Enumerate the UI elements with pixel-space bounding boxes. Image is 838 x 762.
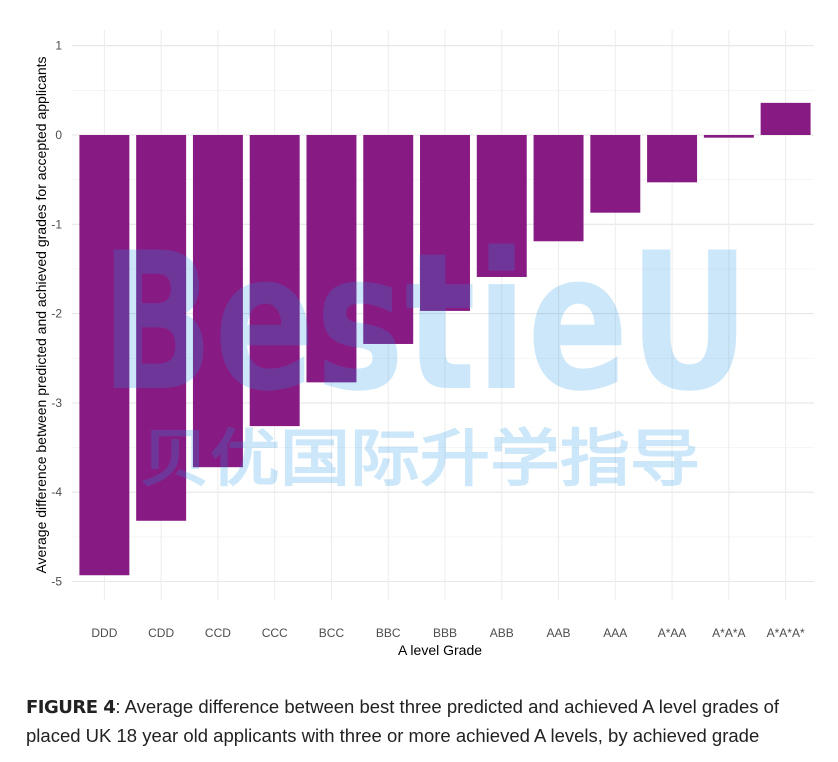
x-tick-label: A*A*A: [712, 626, 745, 640]
bar-bbc: [363, 135, 414, 344]
bar-chart: 1 0 -1 -2 -3 -4 -5 DDD CDD CCD CCC BCC BBC BBB ABB AAB…: [33, 30, 814, 658]
x-axis-title: A level Grade: [398, 642, 482, 658]
bar-bbb: [420, 135, 470, 311]
x-tick-label: CDD: [148, 626, 174, 640]
x-tick-label: BBC: [376, 626, 401, 640]
y-tick-label: -2: [51, 307, 62, 321]
bar-ddd: [79, 135, 130, 576]
bar-aab: [533, 135, 584, 242]
watermark: BestieU 贝优国际升学指导: [100, 212, 750, 495]
x-tick-label: ABB: [490, 626, 514, 640]
x-tick-label: A*AA: [658, 626, 687, 640]
watermark-chinese: 贝优国际升学指导: [140, 422, 700, 495]
bar-bcc: [306, 135, 357, 383]
bar-ccc: [249, 135, 300, 427]
x-tick-label: CCC: [262, 626, 288, 640]
x-tick-label: BBB: [433, 626, 457, 640]
y-tick-label: 0: [55, 128, 62, 142]
figure-caption: FIGURE 4: Average difference between bes…: [26, 693, 826, 750]
y-tick-label: -1: [51, 217, 62, 231]
y-tick-label: -5: [51, 575, 62, 589]
y-axis-title: Average difference between predicted and…: [33, 56, 49, 573]
bar-astaraa: [647, 135, 698, 183]
bar-ccd: [192, 135, 243, 468]
x-tick-label: AAA: [603, 626, 627, 640]
x-tick-label: BCC: [319, 626, 345, 640]
y-tick-label: -3: [51, 396, 62, 410]
x-tick-label: CCD: [205, 626, 231, 640]
y-tick-label: 1: [55, 39, 62, 53]
x-tick-label: DDD: [91, 626, 117, 640]
x-tick-label: A*A*A*: [767, 626, 805, 640]
bar-aaa: [590, 135, 641, 213]
bars: [79, 102, 811, 576]
y-axis-ticks: 1 0 -1 -2 -3 -4 -5: [51, 39, 62, 589]
figure-label: FIGURE 4: [26, 697, 116, 718]
figure-caption-text: : Average difference between best three …: [26, 696, 780, 746]
y-tick-label: -4: [51, 485, 62, 499]
x-axis-ticks: DDD CDD CCD CCC BCC BBC BBB ABB AAB AAA A*AA A*A*A A…: [91, 626, 805, 640]
bar-astarastara: [703, 135, 754, 138]
x-tick-label: AAB: [547, 626, 571, 640]
bar-abb: [476, 135, 527, 277]
bar-astarastarastar: [760, 102, 811, 135]
watermark-latin: BestieU: [100, 212, 750, 433]
bar-cdd: [136, 135, 187, 521]
